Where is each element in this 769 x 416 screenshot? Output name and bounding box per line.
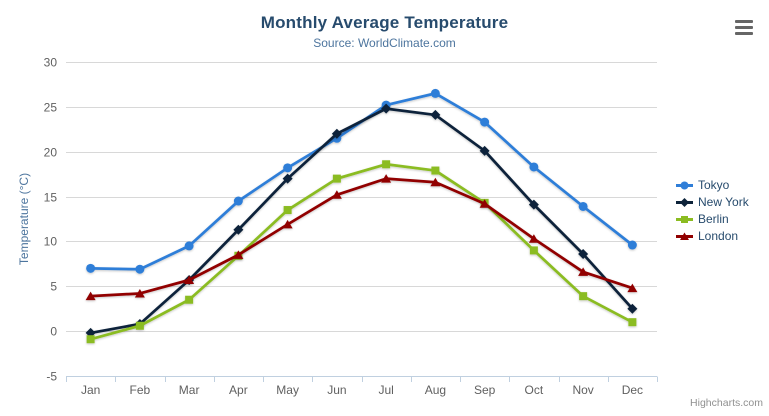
y-axis-tick-label: 0: [50, 325, 57, 339]
y-axis-tick-label: 30: [44, 56, 58, 70]
data-point-marker[interactable]: [627, 240, 637, 250]
data-point-marker[interactable]: [282, 173, 293, 184]
legend-square-marker-icon: [676, 215, 693, 223]
data-point-marker[interactable]: [628, 318, 637, 327]
y-axis-tick-label: 20: [44, 146, 58, 160]
legend-item-new-york[interactable]: New York: [676, 195, 749, 209]
data-point-marker[interactable]: [479, 145, 490, 156]
series-line: [89, 107, 634, 335]
data-point-marker[interactable]: [233, 224, 244, 235]
data-point-marker[interactable]: [332, 174, 341, 183]
highcharts-credit-link[interactable]: Highcharts.com: [690, 397, 763, 409]
x-axis-tick-label: Jun: [327, 383, 346, 397]
series-tokyo: [86, 88, 637, 274]
data-point-marker[interactable]: [135, 264, 145, 274]
data-point-marker[interactable]: [430, 88, 440, 98]
hamburger-icon: [735, 26, 753, 29]
x-axis-tick-label: Jan: [81, 383, 100, 397]
data-point-marker[interactable]: [283, 163, 293, 173]
data-point-marker[interactable]: [233, 196, 243, 206]
data-point-marker[interactable]: [233, 250, 244, 259]
x-axis-tick-label: Aug: [425, 383, 446, 397]
data-point-marker[interactable]: [479, 199, 490, 208]
y-axis-tick-label: 25: [44, 101, 58, 115]
series-line: [89, 162, 634, 341]
data-point-marker[interactable]: [85, 291, 96, 301]
y-axis-tick-label: 5: [50, 280, 57, 294]
chart-subtitle: Source: WorldClimate.com: [313, 36, 456, 50]
data-point-marker[interactable]: [184, 275, 195, 285]
x-axis-tick-label: Feb: [130, 383, 151, 397]
legend-label: New York: [698, 195, 749, 209]
chart-title: Monthly Average Temperature: [260, 13, 509, 32]
legend-item-tokyo[interactable]: Tokyo: [676, 178, 749, 192]
legend-label: Berlin: [698, 212, 729, 226]
x-axis-tick-label: Mar: [179, 383, 200, 397]
data-point-marker[interactable]: [283, 206, 292, 215]
data-point-marker[interactable]: [578, 201, 588, 211]
data-point-marker[interactable]: [529, 246, 538, 255]
legend-label: London: [698, 229, 739, 243]
export-menu-button[interactable]: [735, 20, 753, 35]
data-point-marker[interactable]: [430, 177, 441, 187]
legend: Tokyo New York Berlin London: [676, 178, 749, 243]
legend-diamond-marker-icon: [676, 197, 693, 207]
data-point-marker[interactable]: [579, 292, 588, 301]
data-point-marker[interactable]: [381, 103, 392, 114]
data-point-marker[interactable]: [627, 303, 638, 314]
data-point-marker[interactable]: [480, 117, 490, 127]
y-axis-tick-label: 10: [44, 235, 58, 249]
hamburger-icon: [735, 20, 753, 23]
data-point-marker[interactable]: [381, 174, 392, 183]
data-point-marker[interactable]: [382, 160, 391, 169]
data-point-marker[interactable]: [578, 267, 589, 276]
legend-circle-marker-icon: [676, 181, 693, 189]
data-point-marker[interactable]: [135, 321, 144, 330]
data-point-marker[interactable]: [681, 215, 688, 223]
data-point-marker[interactable]: [680, 197, 689, 207]
data-point-marker[interactable]: [282, 219, 293, 229]
series-london: [85, 174, 638, 301]
data-point-marker[interactable]: [185, 295, 194, 304]
legend-item-berlin[interactable]: Berlin: [676, 212, 749, 226]
data-point-marker[interactable]: [529, 162, 539, 172]
x-axis-tick-label: May: [276, 383, 299, 397]
data-point-marker[interactable]: [86, 263, 96, 273]
legend-triangle-marker-icon: [676, 232, 693, 240]
x-axis-tick-label: Dec: [622, 383, 643, 397]
y-axis-title: Temperature (°C): [17, 172, 31, 266]
x-axis-tick-label: Oct: [525, 383, 544, 397]
x-axis-tick-label: Apr: [229, 383, 248, 397]
data-point-marker[interactable]: [331, 190, 342, 199]
series-line: [89, 177, 634, 298]
data-point-marker[interactable]: [528, 234, 539, 243]
y-axis-tick-label: -5: [46, 370, 57, 384]
data-point-marker[interactable]: [134, 288, 145, 298]
x-axis-tick-label: Nov: [572, 383, 593, 397]
legend-item-london[interactable]: London: [676, 229, 749, 243]
series-new-york: [85, 103, 638, 338]
data-point-marker[interactable]: [430, 109, 441, 120]
legend-label: Tokyo: [698, 178, 730, 192]
data-point-marker[interactable]: [86, 335, 95, 344]
data-point-marker[interactable]: [431, 166, 440, 175]
data-point-marker[interactable]: [680, 181, 689, 189]
data-point-marker[interactable]: [680, 232, 689, 240]
x-axis-tick-label: Jul: [378, 383, 393, 397]
hamburger-icon: [735, 32, 753, 35]
y-axis-tick-label: 15: [44, 191, 58, 205]
data-point-marker[interactable]: [184, 241, 194, 251]
data-point-marker[interactable]: [331, 128, 342, 139]
data-point-marker[interactable]: [528, 199, 539, 210]
data-point-marker[interactable]: [578, 248, 589, 259]
data-point-marker[interactable]: [627, 283, 638, 293]
x-axis-tick-label: Sep: [474, 383, 496, 397]
